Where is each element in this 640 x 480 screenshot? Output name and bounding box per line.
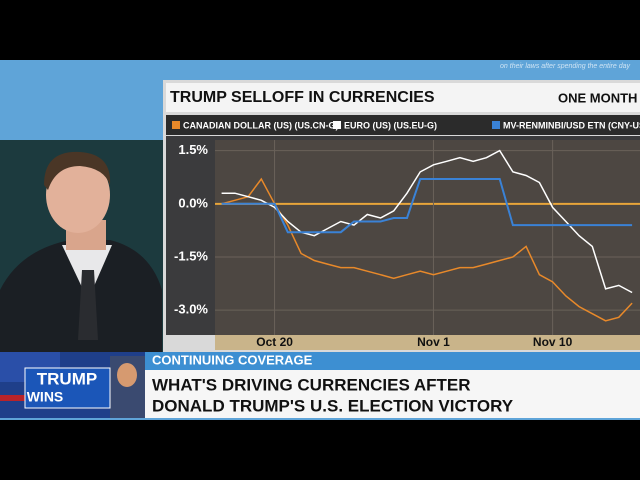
legend-label: EURO (US) (US.EU-G) <box>344 120 437 130</box>
headline: DONALD TRUMP'S U.S. ELECTION VICTORY <box>152 396 514 415</box>
logo-box <box>24 367 111 409</box>
series-line <box>221 149 633 294</box>
x-tick-label: Nov 1 <box>417 335 450 349</box>
legend-swatch <box>172 121 180 129</box>
face <box>46 157 110 233</box>
tag: CONTINUING COVERAGE <box>152 352 313 367</box>
logo-line: WINS <box>27 389 64 405</box>
plot-area <box>215 140 640 335</box>
logo-line: TRUMP <box>37 369 97 388</box>
series-line <box>221 177 633 322</box>
x-axis-band <box>215 335 640 350</box>
hair <box>44 151 111 190</box>
portrait-face <box>117 363 137 387</box>
y-tick-label: -1.5% <box>174 248 208 263</box>
y-tick-label: 1.5% <box>178 142 208 157</box>
legend-bar <box>166 115 640 135</box>
legend-swatch <box>492 121 500 129</box>
plot: 1.5% 0.0% -1.5% -3.0% Oct 20 Nov 1 Nov 10 CANAD… <box>172 120 640 349</box>
x-tick-label: Nov 10 <box>533 335 573 349</box>
ticker: on their laws after spending the entire … <box>500 63 630 70</box>
headline: WHAT'S DRIVING CURRENCIES AFTER <box>152 375 471 394</box>
headline-bar <box>145 370 640 418</box>
tag-bar <box>145 352 640 370</box>
chart-title: TRUMP SELLOFF IN CURRENCIES <box>170 89 435 106</box>
title-bar <box>166 83 640 112</box>
legend-label: CANADIAN DOLLAR (US) (US.CN-G) <box>183 120 338 130</box>
series-line <box>221 178 633 234</box>
x-tick-label: Oct 20 <box>256 335 293 349</box>
y-tick-label: -3.0% <box>174 302 208 317</box>
legend-label: MV-RENMINBI/USD ETN (CNY-US <box>503 120 640 130</box>
chart-subtitle: ONE MONTH <box>558 90 637 105</box>
legend-swatch <box>333 121 341 129</box>
tie <box>78 270 98 340</box>
y-tick-label: 0.0% <box>178 195 208 210</box>
